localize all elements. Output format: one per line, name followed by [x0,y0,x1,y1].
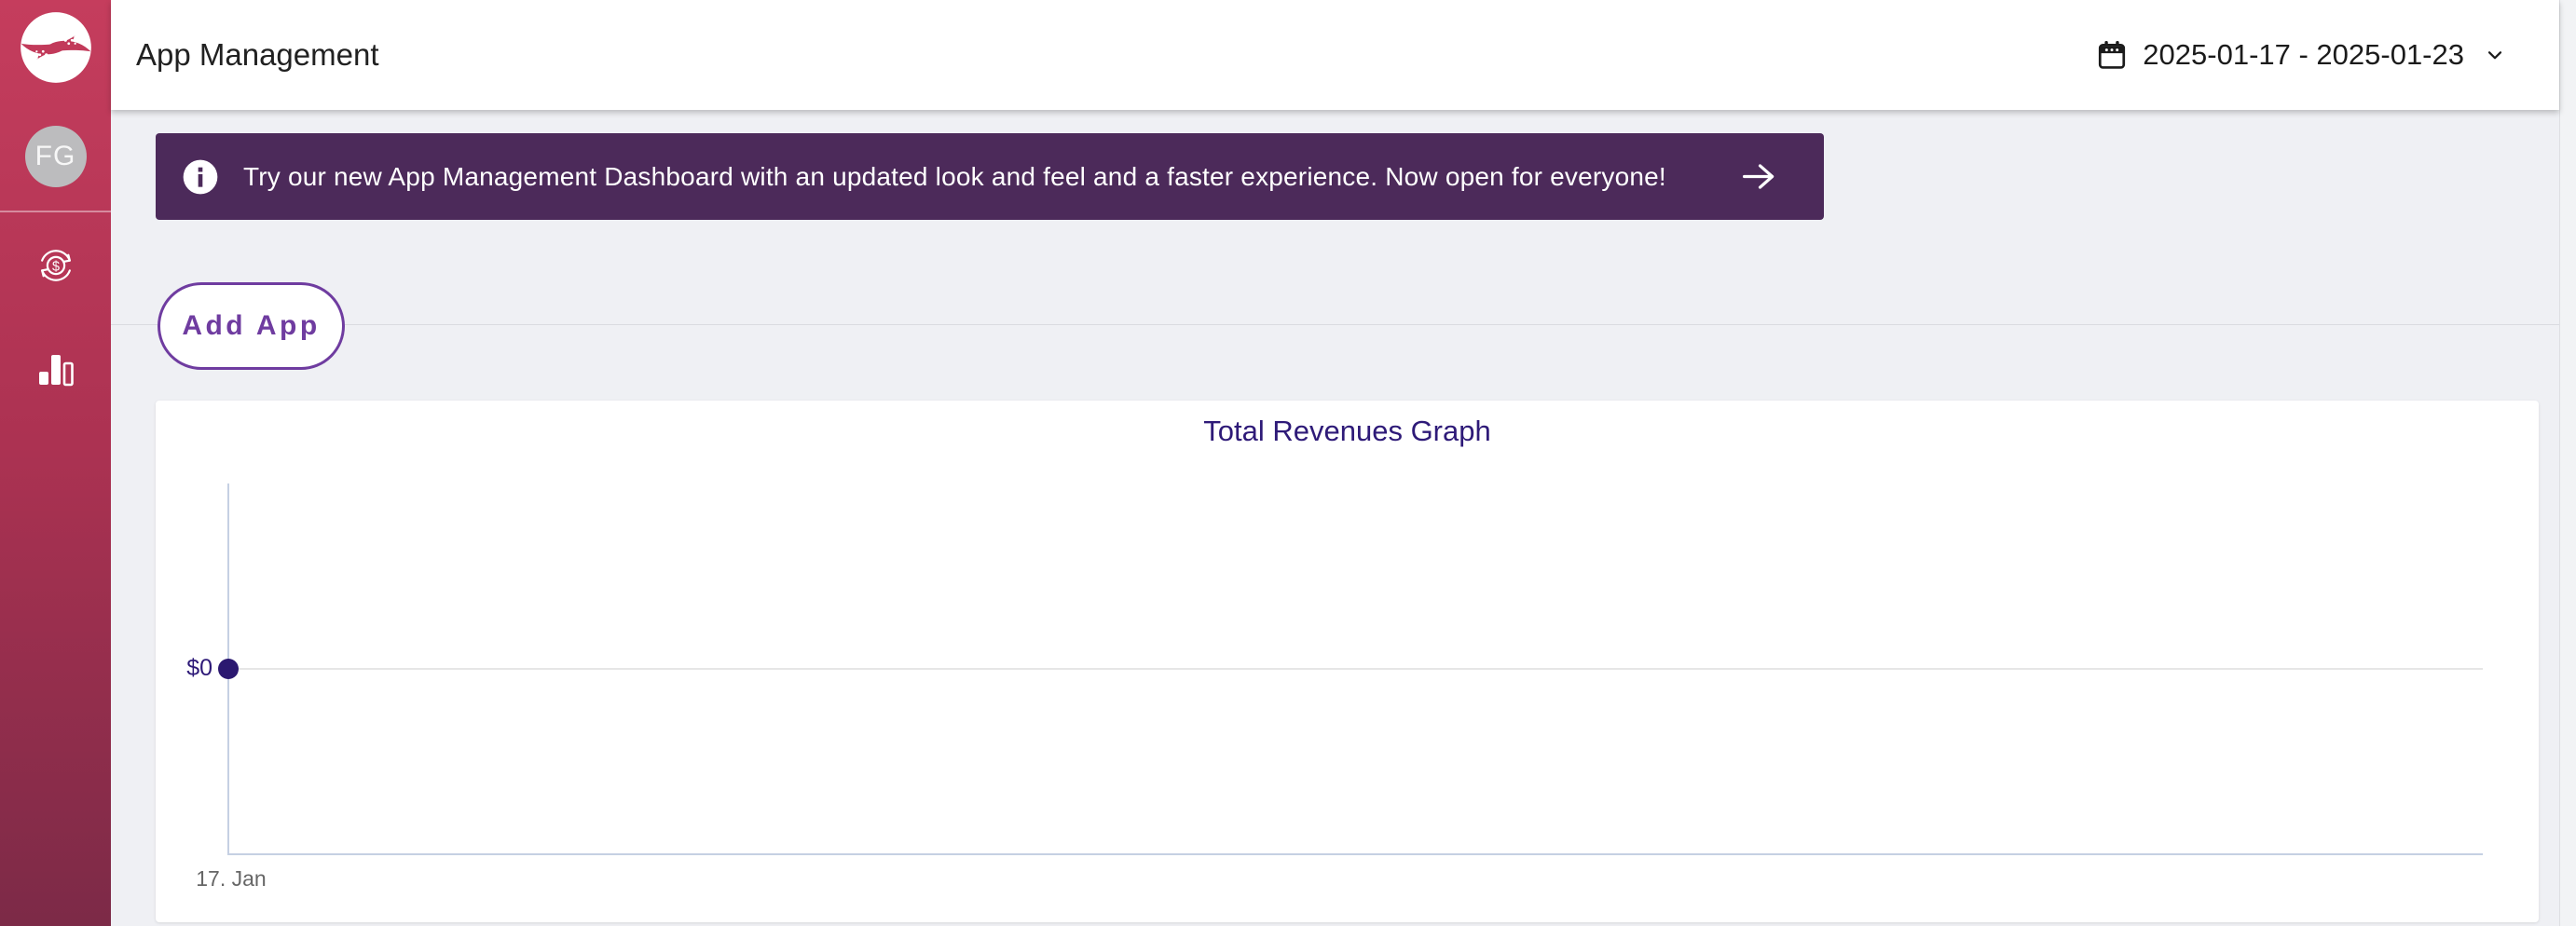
y-tick-label: $0 [186,655,212,681]
x-tick-label: 17. Jan [196,866,267,891]
chevron-down-icon [2483,43,2507,67]
sidebar-divider [0,211,111,212]
arrow-right-icon [1740,159,1777,194]
date-range-value: 2025-01-17 - 2025-01-23 [2143,38,2464,71]
revenue-chart-card: Total Revenues Graph $0 17. Jan [156,401,2539,922]
toolbar: Add App [111,220,2559,401]
add-app-button[interactable]: Add App [158,282,345,370]
info-icon [182,158,219,196]
scrollbar[interactable] [2559,0,2576,926]
bar-chart-icon [34,355,77,392]
logo-icon[interactable] [16,7,96,88]
currency-exchange-icon: $ [34,250,77,290]
promo-banner-text: Try our new App Management Dashboard wit… [243,161,1666,191]
page-title: App Management [136,37,379,72]
avatar[interactable]: FG [24,126,87,187]
toolbar-divider [111,324,2559,325]
date-range-picker[interactable]: 2025-01-17 - 2025-01-23 [2096,38,2507,72]
data-point [218,659,239,679]
main-area: App Management 2025-01-17 - 2025-01-23 [111,0,2559,926]
promo-banner[interactable]: Try our new App Management Dashboard wit… [156,133,1824,220]
app-bar: App Management 2025-01-17 - 2025-01-23 [111,0,2559,110]
sidebar: FG $ [0,0,111,926]
sidebar-item-revenue-currency[interactable]: $ [34,244,77,287]
content: Try our new App Management Dashboard wit… [111,110,2559,926]
calendar-icon [2096,39,2128,71]
chart-title: Total Revenues Graph [1203,415,1491,447]
svg-text:$: $ [52,259,60,274]
x-axis-line [227,853,2483,855]
zero-gridline [228,668,2483,670]
sidebar-item-analytics[interactable] [34,347,77,389]
